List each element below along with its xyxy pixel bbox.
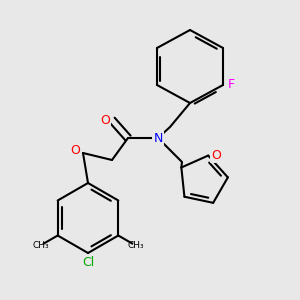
Text: N: N [153, 131, 163, 145]
Text: O: O [100, 113, 110, 127]
Text: O: O [70, 143, 80, 157]
Text: F: F [227, 79, 235, 92]
Text: Cl: Cl [82, 256, 94, 269]
Text: O: O [211, 149, 221, 162]
Text: CH₃: CH₃ [32, 241, 49, 250]
Text: CH₃: CH₃ [127, 241, 144, 250]
